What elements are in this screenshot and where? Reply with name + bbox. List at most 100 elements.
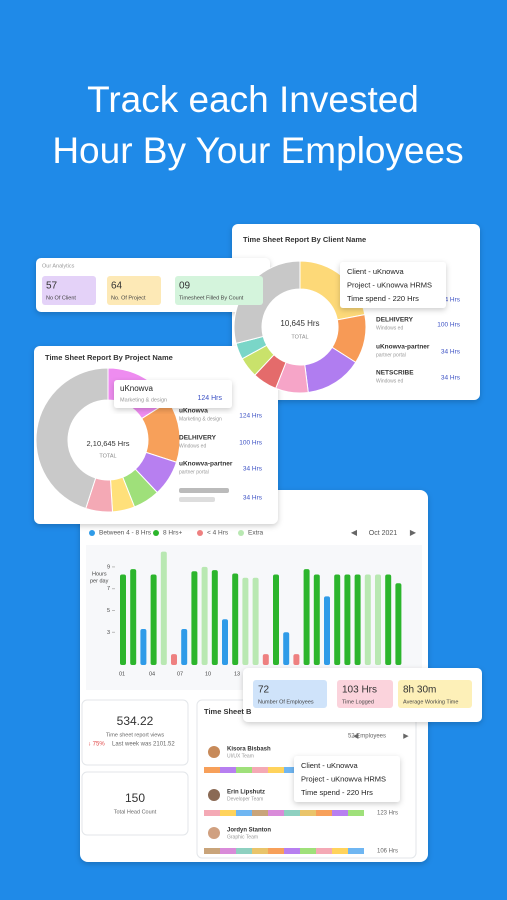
time-stripe [220,848,236,854]
summary-box [337,680,393,708]
time-stripe [236,767,252,773]
employee-name: Kisora Bisbash [227,747,271,753]
row-hours: 124 Hrs [239,413,263,420]
bar [334,574,341,665]
row-sub: Windows ed [376,325,403,331]
prev-button[interactable]: ◀ [351,528,358,537]
stat-box [175,276,263,305]
summary-value: 103 Hrs [342,685,377,696]
avatar [208,789,220,801]
avatar [208,827,220,839]
time-stripe [348,848,364,854]
headline: Track each Invested [87,79,419,120]
views-card [81,699,189,766]
donut-hole [68,400,148,480]
views-label: Time sheet report views [106,732,164,738]
bar [120,574,126,665]
bar [324,596,330,665]
x-tick-label: 13 [234,671,240,677]
time-stripe [316,810,332,816]
time-stripe [284,767,300,773]
time-stripe [236,848,252,854]
summary-label: Time Logged [342,699,374,705]
employee-count: 52 Employees [348,734,386,740]
tooltip-hours: 124 Hrs [197,395,222,402]
legend-dot [238,530,244,536]
donut-total: 10,645 Hrs [280,319,319,328]
donut-total-label: TOTAL [99,453,116,459]
time-stripe [332,810,348,816]
bar [201,566,208,665]
row-name: uKnowva [179,408,208,415]
tooltip-line: Project - uKnowva HRMS [301,774,386,783]
time-stripe [348,810,364,816]
time-stripe [252,848,268,854]
row-sub: partner portal [179,469,209,475]
summary-value: 72 [258,685,270,696]
stat-value: 57 [46,281,58,292]
legend-label: Between 4 - 8 Hrs [99,530,152,537]
bar [303,569,310,665]
bar [395,583,402,665]
summary-box [253,680,327,708]
time-stripe [300,848,316,854]
tooltip-line: Time spend - 220 Hrs [301,788,373,797]
legend-dot [153,530,159,536]
month-label: Oct 2021 [369,530,398,537]
card-title: Time Sheet Report By Project Name [45,353,173,362]
next-button[interactable]: ▶ [403,733,409,740]
stat-value: 64 [111,281,123,292]
time-stripe [204,767,220,773]
placeholder [179,488,229,493]
time-stripe [268,810,284,816]
donut-total-label: TOTAL [291,334,308,340]
card-title: Time Sheet B [204,707,252,716]
bar [344,574,351,665]
y-axis-label: Hours [92,571,107,577]
bar [150,574,157,665]
row-name: DELHIVERY [376,317,414,324]
employee-team: Graphic Team [227,834,258,840]
row-name: DELHIVERY [179,435,217,442]
row-name: uKnowva-partner [179,461,233,468]
row-hours: 34 Hrs [441,375,461,382]
time-stripe [268,848,284,854]
time-stripe [284,848,300,854]
summary-box [398,680,472,708]
row-sub: Marketing & design [179,416,222,422]
tooltip-name: uKnowva [120,384,153,393]
x-tick-label: 01 [119,671,125,677]
y-tick-label: 7 [107,586,110,592]
prev-button[interactable]: ◀ [353,733,359,740]
stat-label: No Of Client [46,295,76,301]
legend-dot [197,530,203,536]
time-stripe [252,767,268,773]
bar [354,574,361,665]
bar [293,654,300,665]
time-stripe [204,810,220,816]
stat-box [107,276,161,305]
time-stripe [220,767,236,773]
bar [313,574,320,665]
tooltip [114,380,232,408]
legend-label: Extra [248,530,264,537]
stat-box [42,276,96,305]
y-tick-label: 5 [107,608,110,614]
row-name: uKnowva-partner [376,344,430,351]
row-sub: Windows ed [376,378,403,384]
bar [273,574,279,665]
views-value: 534.22 [117,714,154,728]
row-hours: 34 Hrs [441,297,461,304]
bar [171,654,177,665]
x-tick-label: 04 [149,671,155,677]
time-stripe [316,848,332,854]
bar [140,629,147,665]
bar [181,629,188,665]
y-tick-label: 9 [107,564,110,570]
row-hours: 100 Hrs [437,322,461,329]
time-stripe [220,810,236,816]
employee-name: Erin Lipshutz [227,790,265,796]
y-tick-label: 3 [107,630,110,636]
next-button[interactable]: ▶ [410,528,417,537]
